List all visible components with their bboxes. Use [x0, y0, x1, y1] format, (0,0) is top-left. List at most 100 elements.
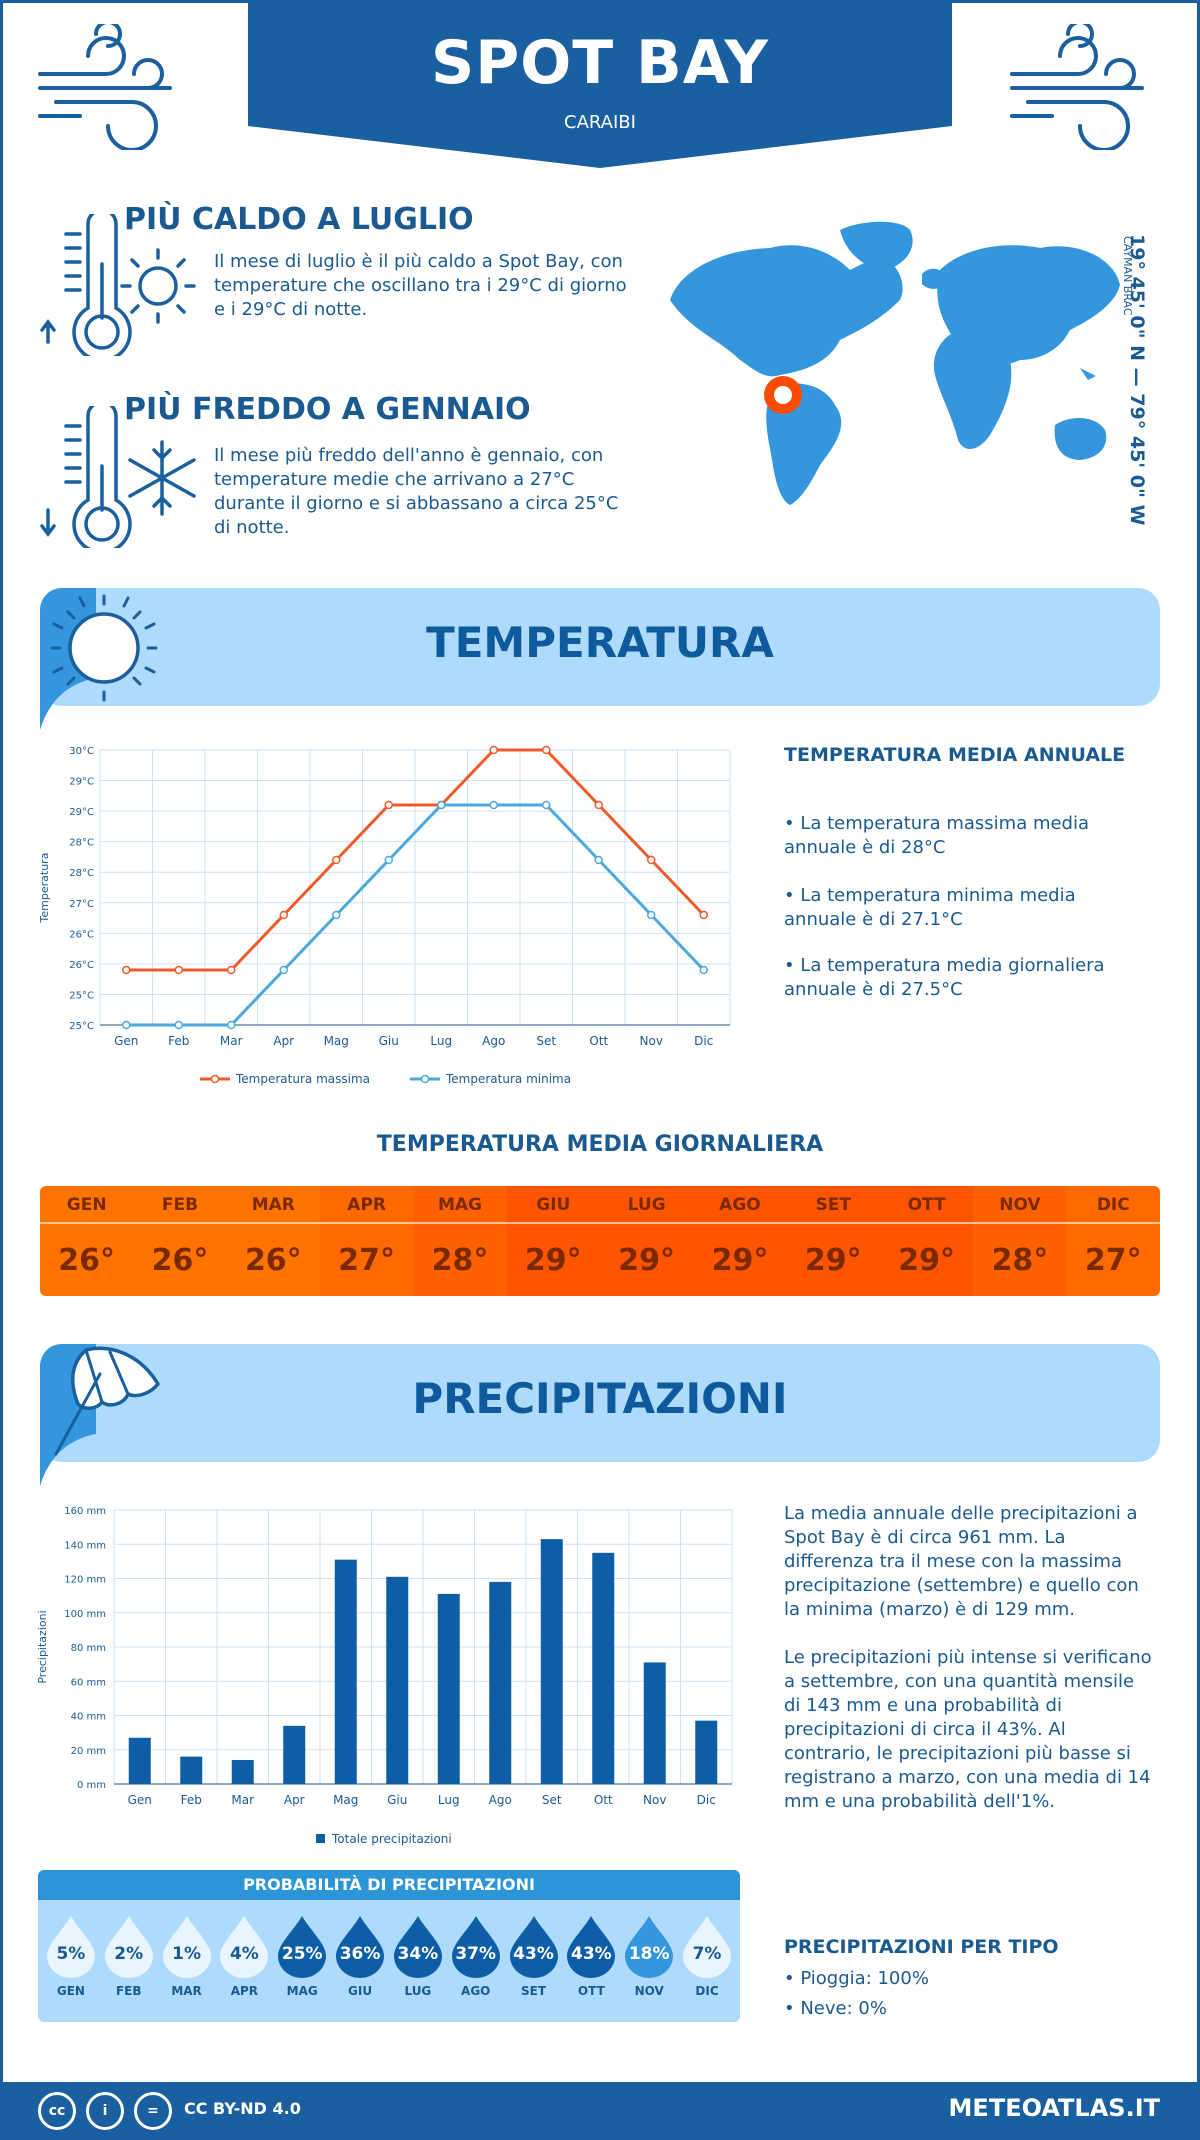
daily-temp-cell: SET 29°: [786, 1186, 880, 1296]
x-tick-label: Giu: [387, 1793, 407, 1807]
data-point: [647, 855, 656, 865]
cold-title: PIÙ FREDDO A GENNAIO: [124, 392, 531, 427]
daily-temp-value: 28°: [991, 1242, 1049, 1278]
thermometer-cold-icon: [40, 406, 196, 548]
legend-swatch: [316, 1834, 325, 1843]
daily-month-label: AGO: [693, 1186, 787, 1224]
daily-temp-cell: GEN 26°: [40, 1186, 134, 1296]
probability-month: GIU: [348, 1984, 373, 1998]
daily-temp-cell: FEB 26°: [133, 1186, 227, 1296]
x-tick-label: Mar: [220, 1034, 243, 1048]
daily-month-label: MAG: [413, 1186, 507, 1224]
data-point: [122, 1020, 131, 1030]
daily-month-label: OTT: [879, 1186, 974, 1224]
precip-banner: [40, 1344, 1160, 1462]
y-tick-label: 20 mm: [71, 1746, 106, 1757]
y-tick-label: 140 mm: [64, 1540, 106, 1551]
annual-temp-heading: TEMPERATURA MEDIA ANNUALE: [784, 744, 1126, 766]
region-label: CAYMAN BRAC: [1121, 236, 1134, 316]
probability-drops: 5% GEN 2% FEB 1% MAR 4% APR 25% MAG 36% GIU 34% LUG 37…: [38, 1914, 740, 1998]
probability-value: 18%: [628, 1944, 670, 1964]
daily-temp-table: GEN 26° FEB 26° MAR 26° APR 27° MAG 28° GIU 29° LUG 2…: [40, 1186, 1160, 1296]
daily-temp-value: 29°: [804, 1242, 862, 1278]
wind-icon: [1010, 24, 1144, 150]
legend-label: Temperatura massima: [235, 1072, 370, 1086]
daily-temp-cell: MAR 26°: [226, 1186, 320, 1296]
precip-bar: [180, 1756, 203, 1784]
data-point: [174, 965, 183, 975]
daily-temp-cell: NOV 28°: [973, 1186, 1067, 1296]
y-tick-label: 29°C: [69, 777, 94, 788]
x-tick-label: Ago: [482, 1034, 505, 1048]
temp-bullet-mean: • La temperatura media giornaliera annua…: [784, 955, 1105, 1000]
daily-temp-cell: GIU 29°: [506, 1186, 600, 1296]
daily-temp-cell: APR 27°: [319, 1186, 414, 1296]
probability-item: 1% MAR: [159, 1914, 215, 1998]
daily-month-label: APR: [319, 1186, 414, 1224]
data-point: [699, 910, 708, 920]
probability-item: 36% GIU: [332, 1914, 388, 1998]
temp-bullet-max: • La temperatura massima media annuale è…: [784, 813, 1090, 858]
probability-month: OTT: [577, 1984, 605, 1998]
daily-temp-value: 29°: [898, 1242, 955, 1278]
precipitation-chart: 0 mm 20 mm 40 mm 60 mm 80 mm 100 mm 120 mm 140 …: [36, 1506, 733, 1846]
daily-temp-cell: DIC 27°: [1066, 1186, 1160, 1296]
probability-value: 7%: [692, 1944, 722, 1964]
x-tick-label: Giu: [379, 1034, 399, 1048]
precip-title: PRECIPITAZIONI: [412, 1374, 788, 1423]
x-tick-label: Feb: [181, 1793, 202, 1807]
temperature-chart: 25°C 25°C 26°C 26°C 27°C 28°C 28°C 29°C 29°C 30°C…: [38, 745, 731, 1086]
probability-item: 2% FEB: [101, 1914, 157, 1998]
x-tick-label: Lug: [430, 1034, 452, 1048]
license-link[interactable]: CC BY-ND 4.0: [184, 2099, 301, 2118]
hot-text: Il mese di luglio è il più caldo a Spot …: [214, 251, 627, 320]
legend-label: Totale precipitazioni: [331, 1832, 452, 1846]
precip-bar: [334, 1559, 357, 1784]
location-marker: [764, 376, 802, 414]
y-tick-label: 26°C: [69, 929, 94, 940]
daily-temp-value: 27°: [1084, 1242, 1142, 1278]
raindrop-icon: 36%: [334, 1914, 386, 1978]
thermometer-hot-icon: [40, 214, 196, 356]
probability-month: GEN: [56, 1984, 85, 1998]
y-tick-label: 26°C: [69, 960, 94, 971]
no-derivatives-icon[interactable]: =: [134, 2092, 172, 2130]
daily-month-label: SET: [786, 1186, 880, 1224]
y-tick-label: 25°C: [69, 990, 94, 1001]
y-tick-label: 28°C: [69, 838, 94, 849]
probability-value: 43%: [571, 1944, 612, 1964]
x-tick-label: Gen: [128, 1793, 152, 1807]
probability-month: APR: [230, 1984, 259, 1998]
daily-temp-cell: LUG 29°: [599, 1186, 694, 1296]
attribution-icon[interactable]: i: [86, 2092, 124, 2130]
page-title: SPOT BAY: [431, 28, 769, 98]
wind-icon: [38, 24, 172, 150]
x-tick-label: Lug: [438, 1793, 460, 1807]
data-point: [227, 965, 236, 975]
precip-bar: [489, 1581, 512, 1784]
y-tick-label: 25°C: [69, 1021, 94, 1032]
raindrop-icon: 18%: [623, 1914, 675, 1978]
probability-item: 43% OTT: [563, 1914, 619, 1998]
temperature-title: TEMPERATURA: [426, 618, 774, 667]
raindrop-icon: 1%: [161, 1914, 213, 1978]
temp-bullet-min: • La temperatura minima media annuale è …: [784, 885, 1076, 930]
daily-temp-cell: OTT 29°: [879, 1186, 974, 1296]
raindrop-icon: 43%: [508, 1914, 560, 1978]
site-link[interactable]: METEOATLAS.IT: [948, 2094, 1160, 2122]
cc-icon[interactable]: cc: [38, 2092, 76, 2130]
data-point: [332, 910, 341, 920]
legend-label: Temperatura minima: [445, 1072, 571, 1086]
probability-item: 34% LUG: [390, 1914, 446, 1998]
y-tick-label: 0 mm: [77, 1780, 106, 1791]
probability-month: DIC: [695, 1984, 719, 1998]
probability-month: FEB: [115, 1984, 142, 1998]
probability-item: 43% SET: [506, 1914, 562, 1998]
probability-item: 4% APR: [216, 1914, 272, 1998]
daily-temp-value: 26°: [244, 1242, 302, 1278]
daily-temp-value: 28°: [431, 1242, 489, 1278]
x-tick-label: Apr: [284, 1793, 305, 1807]
daily-month-label: DIC: [1066, 1186, 1160, 1224]
probability-item: 5% GEN: [43, 1914, 99, 1998]
precip-type-rain: • Pioggia: 100%: [784, 1968, 929, 1989]
